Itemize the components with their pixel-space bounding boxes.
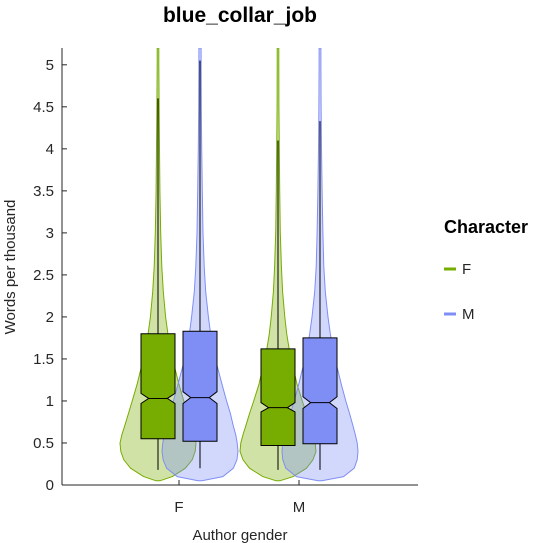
y-tick-label: 4.5 [33, 99, 54, 116]
x-tick-label: M [293, 499, 306, 516]
y-axis-label: Words per thousand [2, 200, 19, 335]
y-tick-label: 5 [46, 57, 54, 74]
x-axis-label: Author gender [192, 527, 287, 543]
plot-content [119, 48, 359, 482]
box-f-m [260, 348, 296, 446]
box-m-f [182, 330, 218, 442]
plot-area [119, 48, 359, 482]
y-tick-label: 3.5 [33, 183, 54, 200]
box-m-m [302, 337, 338, 445]
y-tick-label: 0 [46, 477, 54, 494]
x-tick-label: F [174, 499, 183, 516]
axes: 0 0.5 1 1.5 2 2.5 3 3.5 4 4.5 5 F M [33, 48, 418, 516]
y-tick-label: 3 [46, 225, 54, 242]
legend: Character F M [444, 217, 528, 323]
y-tick-label: 0.5 [33, 435, 54, 452]
y-tick-label: 2.5 [33, 267, 54, 284]
legend-title: Character [444, 217, 528, 237]
box-f-f [140, 333, 176, 440]
legend-label-f: F [462, 261, 471, 278]
y-tick-label: 1 [46, 393, 54, 410]
legend-label-m: M [462, 306, 475, 323]
y-tick-label: 4 [46, 141, 54, 158]
y-tick-label: 1.5 [33, 351, 54, 368]
chart-title: blue_collar_job [163, 4, 317, 27]
y-tick-label: 2 [46, 309, 54, 326]
